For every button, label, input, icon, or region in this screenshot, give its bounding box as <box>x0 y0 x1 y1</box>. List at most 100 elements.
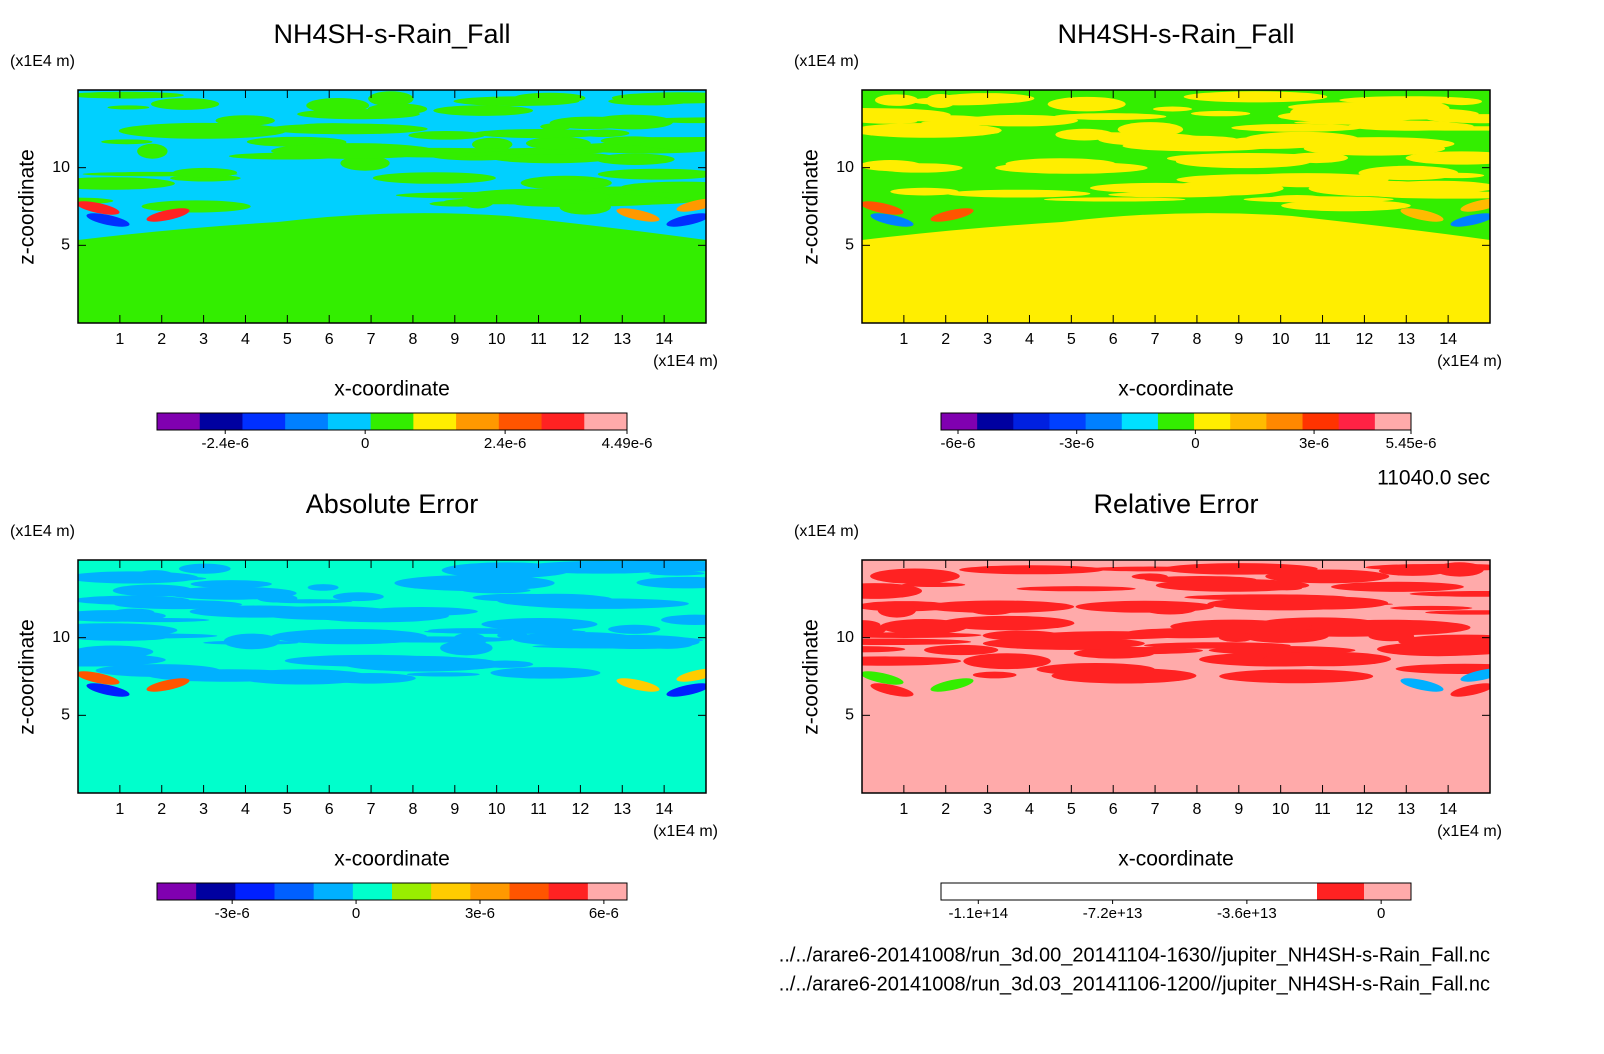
colorbar-cell <box>1364 883 1412 900</box>
field-band <box>862 620 881 630</box>
field-blob <box>1460 198 1490 212</box>
field-band <box>471 137 513 151</box>
field-lower <box>78 213 706 323</box>
y-tick-label: 5 <box>61 707 70 724</box>
colorbar-cell <box>584 413 628 430</box>
x-tick-label: 9 <box>450 801 459 818</box>
colorbar-cell <box>157 883 197 900</box>
colorbar-tick-label: -3e-6 <box>1059 435 1094 452</box>
x-tick-label: 14 <box>655 801 673 818</box>
colorbar-cell <box>1085 413 1123 430</box>
colorbar-tick-label: 6e-6 <box>589 905 619 922</box>
field-band <box>190 580 272 588</box>
field-band <box>223 633 280 650</box>
x-tick-label: 7 <box>367 331 376 348</box>
field-band <box>394 575 555 592</box>
field-band <box>408 130 485 140</box>
field-band <box>595 153 675 165</box>
y-tick-label: 10 <box>52 159 70 176</box>
colorbar-tick-label: 0 <box>1191 435 1199 452</box>
chart-title: Relative Error <box>1093 489 1258 519</box>
field-blob <box>1450 683 1490 697</box>
field-band <box>1152 106 1193 112</box>
colorbar-cell <box>470 883 510 900</box>
x-tick-label: 12 <box>1356 331 1374 348</box>
field-band <box>1375 183 1436 194</box>
field-band <box>1215 140 1322 149</box>
field-band <box>424 629 586 634</box>
field-band <box>1218 632 1254 642</box>
colorbar-cell <box>1157 413 1195 430</box>
field-band <box>166 586 297 600</box>
chart-title: Absolute Error <box>306 489 479 519</box>
x-tick-label: 8 <box>408 331 417 348</box>
field-band <box>490 667 601 679</box>
x-tick-label: 3 <box>199 331 208 348</box>
field-band <box>940 615 1075 631</box>
field-band <box>480 147 607 155</box>
plot-frame <box>861 89 1491 324</box>
file-path: ../../arare6-20141008/run_3d.03_20141106… <box>779 973 1490 995</box>
y-unit: (x1E4 m) <box>794 523 859 540</box>
field-band <box>890 187 959 196</box>
x-tick-label: 14 <box>1439 331 1457 348</box>
colorbar-tick-label: -3.6e+13 <box>1217 905 1277 922</box>
field-band <box>356 636 513 643</box>
colorbar-cell <box>1338 413 1376 430</box>
x-tick-label: 10 <box>1272 331 1290 348</box>
colorbar-cell <box>1374 413 1412 430</box>
field-band <box>1390 605 1473 611</box>
field-band <box>141 200 251 213</box>
field-blob <box>930 678 974 692</box>
time-label: 11040.0 sec <box>1377 467 1490 490</box>
colorbar-tick-label: -2.4e-6 <box>201 435 249 452</box>
field-band <box>78 635 166 641</box>
plot-frame <box>861 559 1491 794</box>
plot-frame <box>77 559 707 794</box>
colorbar-cell <box>1223 883 1271 900</box>
x-tick-label: 6 <box>325 331 334 348</box>
field-band <box>1137 135 1238 143</box>
colorbar-tick-label: 0 <box>1377 905 1385 922</box>
field-band <box>1376 642 1490 657</box>
colorbar-tick-label: -6e-6 <box>940 435 975 452</box>
colorbar-cell <box>370 413 414 430</box>
field-blob <box>1450 213 1490 227</box>
field-band <box>870 568 960 584</box>
x-tick-label: 5 <box>283 801 292 818</box>
field-band <box>1053 113 1167 120</box>
x-tick-label: 9 <box>450 331 459 348</box>
field-band <box>1405 151 1490 165</box>
x-tick-label: 3 <box>983 801 992 818</box>
field-band <box>372 172 496 184</box>
colorbar-cell <box>327 413 372 430</box>
colorbar-cell <box>313 883 354 900</box>
panel: 1 2 3 4 5 6 7 8 9 10 11 12 13 14510NH4SH-s-Rain_Fall(… <box>10 19 718 452</box>
colorbar-cell <box>285 413 329 430</box>
field-band <box>641 640 693 649</box>
field-band <box>995 162 1148 174</box>
field-band <box>1339 96 1477 105</box>
field-band <box>924 644 999 656</box>
x-tick-label: 6 <box>1109 331 1118 348</box>
field-band <box>1043 197 1186 202</box>
x-unit: (x1E4 m) <box>653 823 718 840</box>
colorbar-cell <box>977 413 1014 430</box>
field-band <box>215 115 275 127</box>
colorbar-tick-label: -3e-6 <box>215 905 250 922</box>
field-band <box>461 188 610 205</box>
colorbar-cell <box>941 883 989 900</box>
field-band <box>910 96 1008 106</box>
field-band <box>1395 663 1490 674</box>
x-tick-label: 9 <box>1234 801 1243 818</box>
field-band <box>608 624 661 634</box>
x-unit: (x1E4 m) <box>1437 353 1502 370</box>
colorbar-cell <box>509 883 550 900</box>
field-band <box>590 114 674 130</box>
y-unit: (x1E4 m) <box>10 523 75 540</box>
x-tick-label: 14 <box>1439 801 1457 818</box>
field-band <box>636 576 706 589</box>
x-tick-label: 4 <box>241 801 250 818</box>
colorbar-cell <box>352 883 393 900</box>
